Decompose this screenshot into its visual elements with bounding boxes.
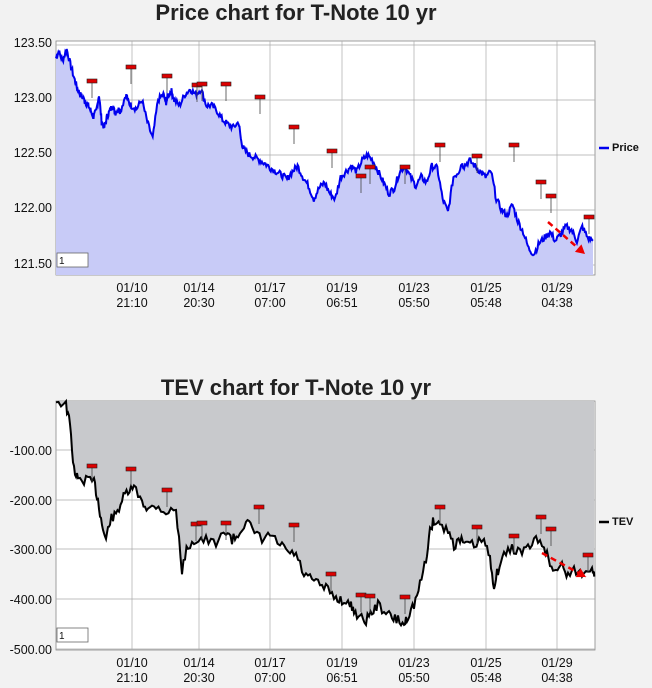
tev-xtick-date: 01/14	[183, 656, 214, 670]
tev-ytick-label: -500.00	[10, 643, 52, 657]
tev-xtick-time: 05:48	[470, 671, 501, 685]
marker-flag	[326, 148, 338, 154]
price-ytick-label: 121.50	[14, 257, 52, 271]
price-chart-title: Price chart for T-Note 10 yr	[155, 0, 437, 25]
tev-ytick-label: -100.00	[10, 444, 52, 458]
price-xtick-date: 01/14	[183, 281, 214, 295]
price-xtick-date: 01/23	[398, 281, 429, 295]
marker-flag	[196, 520, 208, 526]
tev-xtick-time: 21:10	[116, 671, 147, 685]
marker-flag	[508, 142, 520, 148]
tev-xtick-time: 07:00	[254, 671, 285, 685]
marker-flag	[161, 73, 173, 79]
marker-flag	[355, 173, 367, 179]
price-xtick-time: 07:00	[254, 296, 285, 310]
marker-flag	[364, 593, 376, 599]
tev-xtick-date: 01/17	[254, 656, 285, 670]
tev-xtick-time: 20:30	[183, 671, 214, 685]
price-ytick-label: 123.50	[14, 36, 52, 50]
tev-xtick-time: 06:51	[326, 671, 357, 685]
marker-flag	[535, 514, 547, 520]
price-period-input[interactable]	[56, 252, 89, 268]
marker-flag	[364, 164, 376, 170]
price-xtick-time: 05:50	[398, 296, 429, 310]
tev-legend-label: TEV	[612, 516, 634, 528]
marker-flag	[161, 487, 173, 493]
price-xtick-date: 01/17	[254, 281, 285, 295]
marker-flag	[471, 153, 483, 159]
price-ytick-label: 123.00	[14, 91, 52, 105]
tev-trend-arrowhead	[575, 568, 586, 578]
marker-flag	[288, 124, 300, 130]
marker-flag	[582, 552, 594, 558]
tev-xtick-date: 01/10	[116, 656, 147, 670]
price-xtick-time: 05:48	[470, 296, 501, 310]
price-trend-arrowhead	[574, 244, 585, 254]
price-markers	[86, 64, 595, 234]
price-xtick-time: 21:10	[116, 296, 147, 310]
price-ytick-label: 122.50	[14, 146, 52, 160]
marker-flag	[220, 520, 232, 526]
price-legend-label: Price	[612, 142, 639, 154]
marker-flag	[434, 142, 446, 148]
tev-xtick-date: 01/25	[470, 656, 501, 670]
marker-flag	[535, 179, 547, 185]
tev-area	[56, 401, 595, 626]
price-chart: Price chart for T-Note 10 yr 123.50 123.…	[14, 0, 639, 310]
marker-flag	[86, 78, 98, 84]
price-xtick-time: 06:51	[326, 296, 357, 310]
tev-xtick-date: 01/19	[326, 656, 357, 670]
marker-flag	[253, 504, 265, 510]
tev-ytick-label: -200.00	[10, 494, 52, 508]
tev-period-input-value[interactable]: 1	[59, 631, 65, 642]
marker-flag	[125, 64, 137, 70]
tev-xtick-date: 01/23	[398, 656, 429, 670]
marker-flag	[86, 463, 98, 469]
marker-flag	[288, 522, 300, 528]
marker-flag	[508, 533, 520, 539]
tev-markers	[86, 463, 594, 614]
marker-flag	[254, 94, 266, 100]
marker-flag	[399, 594, 411, 600]
tev-line	[55, 398, 596, 628]
marker-flag	[399, 164, 411, 170]
tev-period-input[interactable]	[56, 627, 89, 643]
marker-flag	[471, 524, 483, 530]
price-xtick-time: 20:30	[183, 296, 214, 310]
marker-flag	[325, 571, 337, 577]
price-xtick-date: 01/10	[116, 281, 147, 295]
price-area	[56, 49, 593, 275]
tev-chart: TEV chart for T-Note 10 yr -100.00 -200.…	[10, 375, 634, 685]
price-ytick-label: 122.00	[14, 201, 52, 215]
tev-chart-title: TEV chart for T-Note 10 yr	[161, 375, 432, 400]
marker-flag	[583, 214, 595, 220]
price-xtick-time: 04:38	[541, 296, 572, 310]
tev-xtick-time: 04:38	[541, 671, 572, 685]
marker-flag	[355, 592, 367, 598]
price-xtick-date: 01/25	[470, 281, 501, 295]
marker-flag	[220, 81, 232, 87]
marker-flag	[545, 193, 557, 199]
tev-ytick-label: -400.00	[10, 593, 52, 607]
tev-ytick-label: -300.00	[10, 543, 52, 557]
price-period-input-value[interactable]: 1	[59, 256, 65, 267]
price-line	[55, 48, 594, 257]
tev-xtick-time: 05:50	[398, 671, 429, 685]
marker-flag	[125, 466, 137, 472]
tev-xtick-date: 01/29	[541, 656, 572, 670]
marker-flag	[196, 81, 208, 87]
price-xtick-date: 01/19	[326, 281, 357, 295]
marker-flag	[434, 504, 446, 510]
marker-flag	[545, 526, 557, 532]
price-xtick-date: 01/29	[541, 281, 572, 295]
